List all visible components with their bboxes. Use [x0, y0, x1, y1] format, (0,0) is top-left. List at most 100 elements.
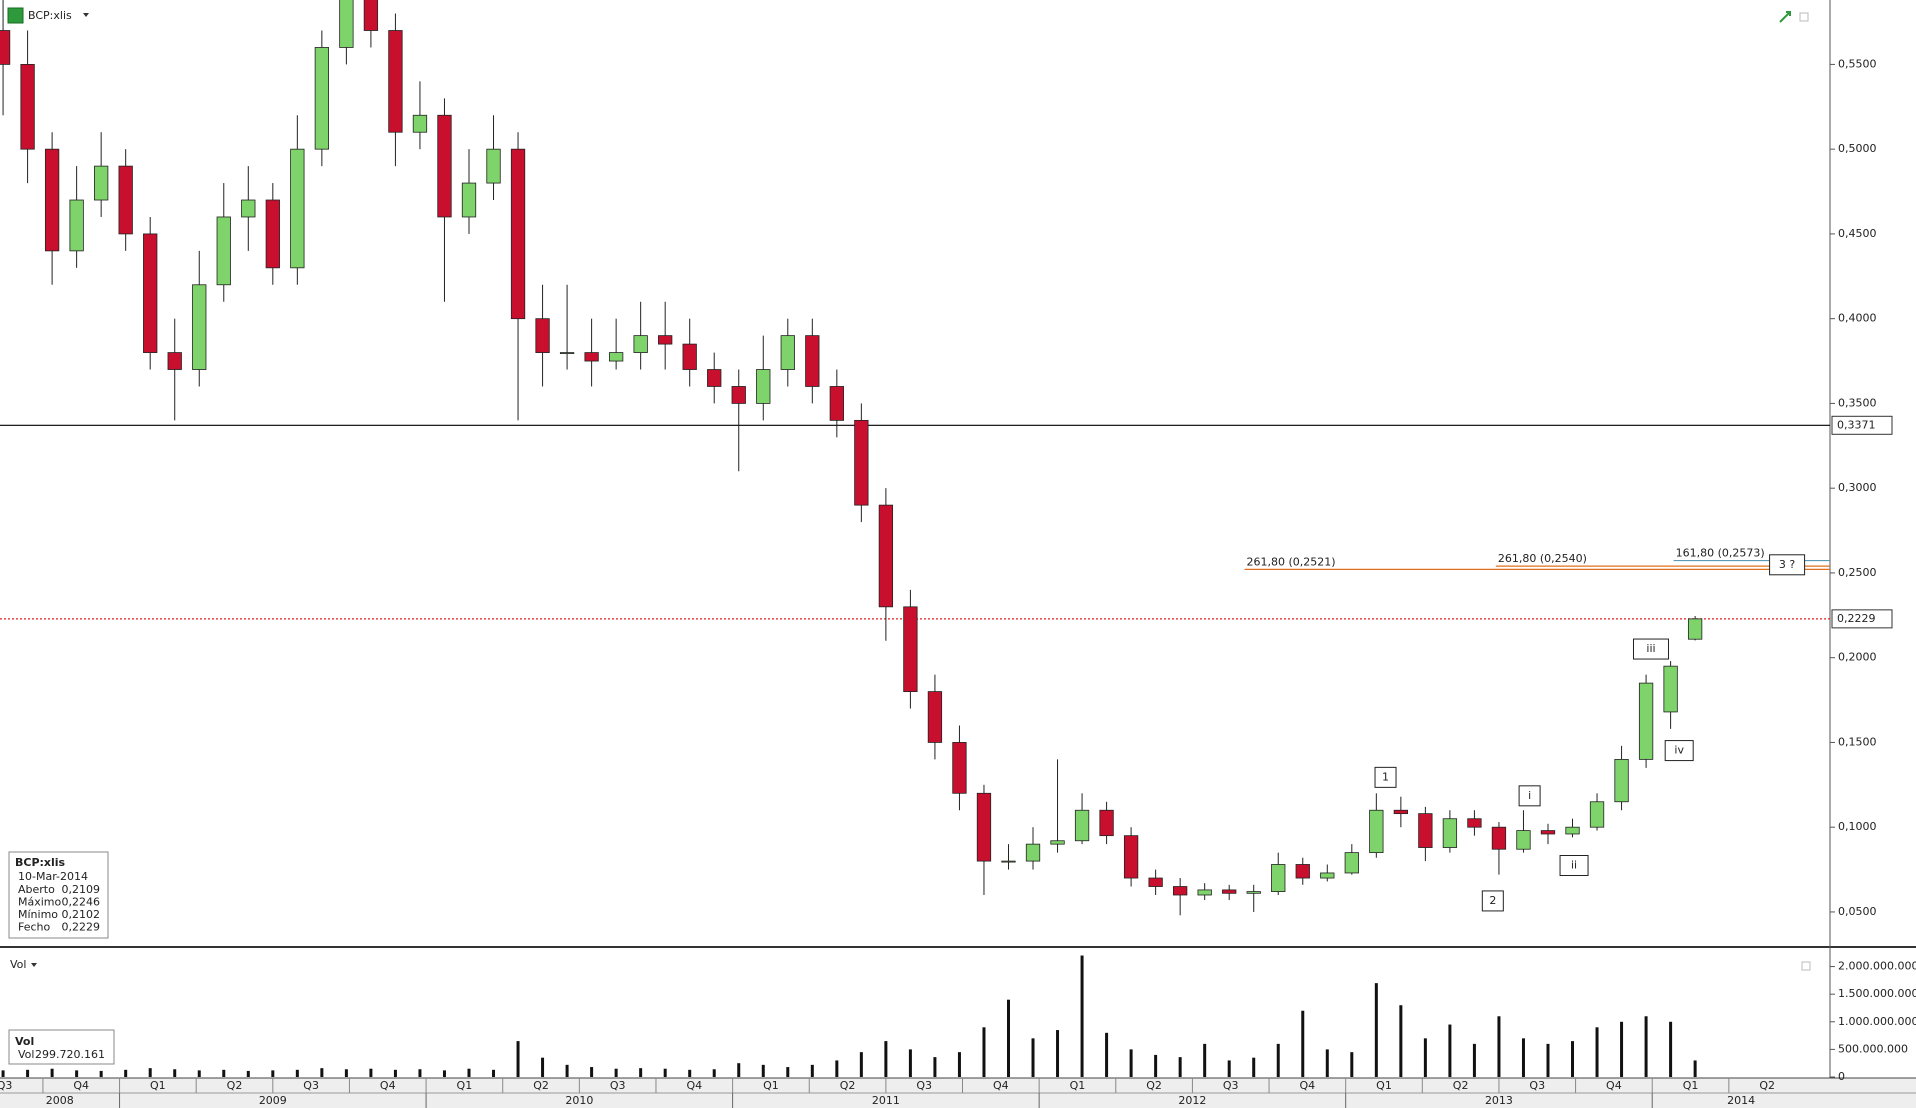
candle-body	[314, 47, 330, 150]
year-label: 2011	[872, 1094, 900, 1107]
volume-bar	[1178, 1057, 1182, 1077]
vol-box-title: Vol	[15, 1035, 34, 1048]
volume-tick-label: 2.000.000.000	[1838, 960, 1916, 973]
level-label: 0,3371	[1837, 418, 1876, 431]
volume-bar	[442, 1070, 446, 1077]
y-tick-label: 0,5000	[1838, 142, 1877, 155]
y-tick-label: 0,1000	[1838, 820, 1877, 833]
dropdown-arrow[interactable]	[31, 963, 37, 967]
volume-bar	[859, 1052, 863, 1077]
quarter-label: Q4	[1606, 1079, 1622, 1092]
info-label: Aberto	[18, 883, 55, 896]
candle-body	[1540, 830, 1556, 835]
volume-bar	[124, 1069, 128, 1077]
toolbar-icon[interactable]	[1799, 12, 1809, 22]
candle-body	[1663, 665, 1678, 713]
candle-body	[903, 606, 918, 692]
volume-bar	[1546, 1043, 1550, 1077]
quarter-label: Q1	[1070, 1079, 1086, 1092]
volume-tick-label: 500.000.000	[1838, 1042, 1908, 1055]
candle-body	[363, 0, 379, 31]
year-label: 2014	[1727, 1094, 1755, 1107]
year-label: 2009	[259, 1094, 287, 1107]
volume-bar	[1571, 1041, 1575, 1077]
wave-label: iii	[1646, 642, 1655, 655]
candle-body	[1491, 826, 1507, 850]
quarter-label: Q4	[686, 1079, 702, 1092]
info-date: 10-Mar-2014	[18, 870, 88, 883]
candle-body	[1344, 852, 1359, 874]
candle-body	[44, 148, 60, 252]
volume-bar	[639, 1068, 643, 1077]
wave-label-box	[1559, 855, 1589, 877]
candle-body	[731, 386, 746, 404]
candle-body	[265, 199, 280, 269]
volume-tick-label: 0	[1838, 1070, 1845, 1083]
volume-bar	[957, 1052, 961, 1077]
volume-bar	[50, 1068, 54, 1077]
candle-body	[658, 335, 673, 345]
y-tick-label: 0,1500	[1838, 735, 1877, 748]
wave-label: 2	[1489, 894, 1496, 907]
y-tick-label: 0,3500	[1838, 396, 1877, 409]
volume-label[interactable]: Vol	[10, 958, 26, 971]
y-tick-label: 0,5500	[1838, 57, 1877, 70]
volume-tick-label: 1.500.000.000	[1838, 987, 1916, 1000]
candle-body	[633, 335, 648, 353]
wave-label: i	[1528, 789, 1531, 802]
info-value: 0,2109	[62, 883, 101, 896]
candle-body	[69, 199, 84, 252]
y-tick-label: 0,4000	[1838, 312, 1877, 325]
volume-bar	[75, 1070, 79, 1077]
toolbar-icon[interactable]	[1779, 11, 1791, 23]
y-tick-label: 0,3000	[1838, 481, 1877, 494]
volume-bar	[1693, 1060, 1697, 1077]
info-label: Fecho	[18, 921, 51, 934]
candle-body	[584, 352, 599, 362]
candle-body	[854, 419, 869, 506]
quarter-label: Q4	[380, 1079, 396, 1092]
quarter-label: Q1	[457, 1079, 473, 1092]
volume-bar	[1472, 1043, 1476, 1077]
volume-bar	[565, 1064, 569, 1077]
volume-bar	[418, 1069, 422, 1077]
vol-box	[8, 1029, 115, 1065]
year-label: 2013	[1485, 1094, 1513, 1107]
level-label: 0,2229	[1837, 612, 1876, 625]
toolbar-icon[interactable]	[1801, 961, 1811, 971]
quarter-label: Q1	[763, 1079, 779, 1092]
volume-bar	[1497, 1016, 1501, 1077]
y-tick-label: 0,2000	[1838, 651, 1877, 664]
volume-bar	[295, 1069, 299, 1077]
volume-bar	[1276, 1043, 1280, 1077]
candle-body	[118, 165, 133, 235]
quarter-label: Q2	[533, 1079, 549, 1092]
volume-bar	[1031, 1038, 1035, 1077]
level-label-box	[1831, 609, 1893, 629]
volume-bar	[1056, 1030, 1060, 1077]
quarter-label: Q3	[1529, 1079, 1545, 1092]
wave-label-box	[1632, 638, 1669, 660]
candle-body	[608, 352, 624, 362]
wave-label-box	[1664, 740, 1694, 762]
candle-body	[535, 318, 550, 353]
wave-label: iv	[1674, 744, 1684, 757]
quarter-label: Q3	[610, 1079, 626, 1092]
candle-body	[780, 335, 795, 370]
quarter-label: Q3	[0, 1079, 12, 1092]
symbol-title[interactable]: BCP:xlis	[28, 9, 72, 22]
y-tick-label: 0,4500	[1838, 227, 1877, 240]
candle-body	[461, 182, 477, 218]
candle-body	[1295, 864, 1310, 879]
candle-body	[682, 343, 697, 370]
volume-bar	[1, 1070, 5, 1077]
dropdown-arrow[interactable]	[83, 13, 89, 17]
volume-bar	[1301, 1010, 1305, 1077]
quarter-label: Q3	[1223, 1079, 1239, 1092]
candle-body	[510, 148, 526, 320]
candle-body	[192, 284, 207, 370]
candle-body	[976, 792, 992, 862]
quarter-label: Q2	[1759, 1079, 1775, 1092]
y-tick-label: 0,2500	[1838, 566, 1877, 579]
